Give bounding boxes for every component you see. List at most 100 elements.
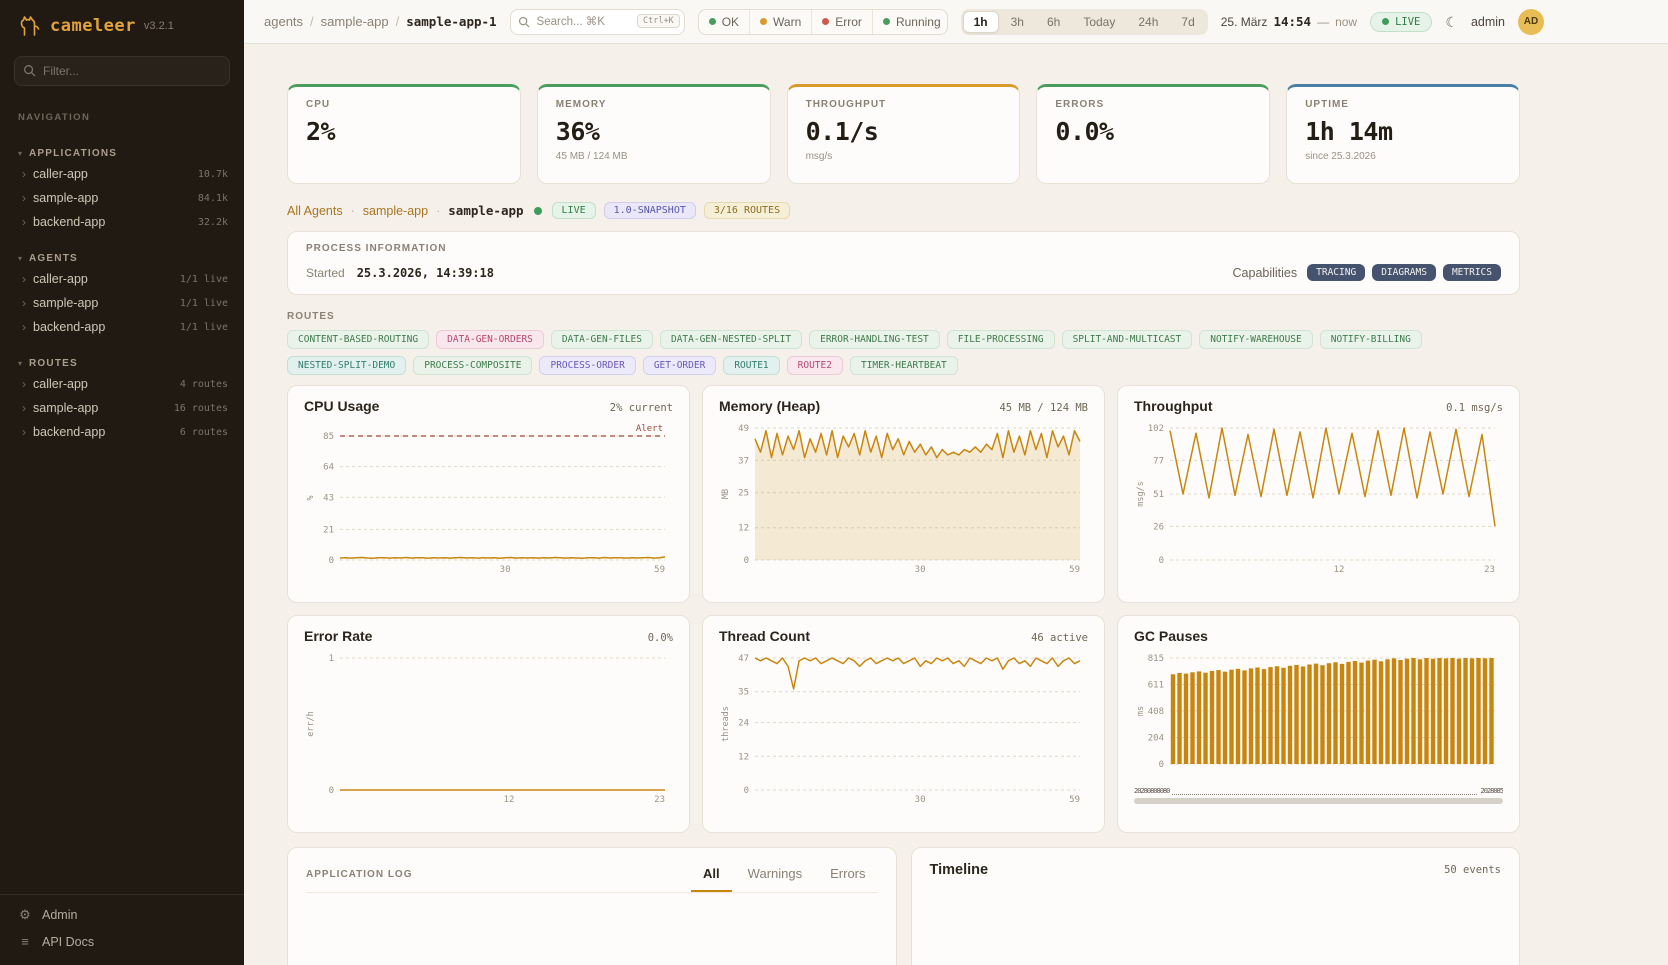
agent-crumb-link-sample-app[interactable]: sample-app	[362, 203, 429, 218]
gc-axis-labels: 20280808080 2028085	[1134, 785, 1503, 795]
route-chip-timer-heartbeat[interactable]: TIMER-HEARTBEAT	[849, 356, 958, 375]
sidebar-item-applications-caller-app[interactable]: › caller-app 10.7k	[0, 162, 244, 186]
horizontal-scrollbar[interactable]	[1134, 798, 1503, 804]
svg-text:37: 37	[738, 456, 749, 466]
chart-card-cpu-usage: CPU Usage 2% current 0 21 43 64 85% 30 59 Alert	[287, 385, 690, 603]
route-chip-route1[interactable]: ROUTE1	[723, 356, 780, 375]
sidebar-section-label: AGENTS	[29, 253, 78, 264]
svg-text:0: 0	[744, 786, 749, 796]
avatar[interactable]: AD	[1518, 8, 1544, 35]
agent-crumb-link-all-agents[interactable]: All Agents	[287, 203, 343, 218]
datetime-display[interactable]: 25. März 14:54 — now	[1221, 14, 1357, 29]
time-range-today[interactable]: Today	[1072, 11, 1126, 33]
sidebar-item-badge: 32.2k	[197, 216, 228, 228]
separator-dot: ·	[350, 203, 355, 218]
svg-text:49: 49	[738, 424, 749, 434]
status-filter-error[interactable]: Error	[811, 9, 872, 34]
sidebar-section-header[interactable]: ▾ APPLICATIONS	[0, 145, 244, 162]
sidebar-footer-api-docs[interactable]: ≡ API Docs	[18, 934, 226, 949]
time-range-1h[interactable]: 1h	[962, 10, 999, 33]
route-chip-split-and-multicast[interactable]: SPLIT-AND-MULTICAST	[1061, 330, 1193, 349]
time-range-24h[interactable]: 24h	[1127, 11, 1169, 33]
log-tab-warnings[interactable]: Warnings	[736, 862, 814, 892]
log-tab-all[interactable]: All	[691, 862, 732, 892]
route-chip-get-order[interactable]: GET-ORDER	[642, 356, 717, 375]
status-filter-label: Error	[835, 14, 862, 29]
date-label: 25. März	[1220, 14, 1268, 29]
application-log-title: APPLICATION LOG	[306, 869, 413, 880]
gc-axis-right-labels: 2028085	[1480, 787, 1503, 795]
route-chip-process-order[interactable]: PROCESS-ORDER	[539, 356, 636, 375]
route-chip-notify-billing[interactable]: NOTIFY-BILLING	[1319, 330, 1422, 349]
svg-text:msg/s: msg/s	[1136, 481, 1146, 507]
stat-label: MEMORY	[555, 99, 607, 110]
route-chip-data-gen-nested-split[interactable]: DATA-GEN-NESTED-SPLIT	[659, 330, 803, 349]
breadcrumb-item-sample-app[interactable]: sample-app	[320, 14, 389, 29]
app-version: v3.2.1	[143, 20, 174, 32]
sidebar-item-agents-caller-app[interactable]: › caller-app 1/1 live	[0, 267, 244, 291]
stat-sub: msg/s	[805, 151, 833, 162]
topbar: agents / sample-app / sample-app-1 Ctrl+K OK…	[244, 0, 1668, 44]
live-indicator[interactable]: LIVE	[1370, 11, 1433, 32]
sidebar-item-badge: 1/1 live	[179, 321, 228, 333]
agent-badge-live: LIVE	[551, 202, 596, 219]
route-chip-route2[interactable]: ROUTE2	[786, 356, 843, 375]
sidebar-item-routes-sample-app[interactable]: › sample-app 16 routes	[0, 396, 244, 420]
search-icon	[518, 16, 529, 27]
sidebar-section-label: ROUTES	[29, 358, 78, 369]
charts-grid: CPU Usage 2% current 0 21 43 64 85% 30 59 Alert Me…	[287, 385, 1520, 833]
sidebar-section-header[interactable]: ▾ AGENTS	[0, 250, 244, 267]
status-filter-ok[interactable]: OK	[699, 10, 749, 34]
application-log-card: APPLICATION LOG All Warnings Errors	[287, 847, 897, 965]
stat-card-memory: MEMORY 36% 45 MB / 124 MB	[536, 84, 771, 184]
status-filter-warn[interactable]: Warn	[749, 9, 811, 34]
svg-text:51: 51	[1153, 490, 1164, 500]
sidebar-item-badge: 84.1k	[197, 192, 228, 204]
chevron-right-icon: ›	[22, 377, 26, 391]
chart-title: Thread Count	[719, 628, 810, 644]
route-chip-process-composite[interactable]: PROCESS-COMPOSITE	[413, 356, 533, 375]
route-chip-content-based-routing[interactable]: CONTENT-BASED-ROUTING	[287, 330, 430, 349]
route-chip-data-gen-orders[interactable]: DATA-GEN-ORDERS	[436, 330, 544, 349]
routes-title: ROUTES	[287, 311, 335, 322]
svg-text:24: 24	[738, 719, 749, 729]
sidebar-item-routes-caller-app[interactable]: › caller-app 4 routes	[0, 372, 244, 396]
search-box: Ctrl+K	[509, 8, 685, 35]
route-chip-nested-split-demo[interactable]: NESTED-SPLIT-DEMO	[287, 356, 407, 375]
caret-down-icon: ▾	[18, 254, 23, 263]
time-range-3h[interactable]: 3h	[1000, 11, 1035, 33]
route-chip-notify-warehouse[interactable]: NOTIFY-WAREHOUSE	[1199, 330, 1313, 349]
sidebar-item-agents-sample-app[interactable]: › sample-app 1/1 live	[0, 291, 244, 315]
svg-text:0: 0	[329, 786, 334, 796]
agent-badge-3-16-routes: 3/16 ROUTES	[703, 202, 791, 219]
route-chip-data-gen-files[interactable]: DATA-GEN-FILES	[550, 330, 653, 349]
sidebar-section-header[interactable]: ▾ ROUTES	[0, 355, 244, 372]
status-filter-running[interactable]: Running	[871, 9, 947, 34]
sidebar-item-applications-backend-app[interactable]: › backend-app 32.2k	[0, 210, 244, 234]
sidebar-item-agents-backend-app[interactable]: › backend-app 1/1 live	[0, 315, 244, 339]
sidebar-item-badge: 10.7k	[197, 168, 228, 180]
chart-plot: 0 1 err/h 12 23	[304, 648, 673, 811]
route-chip-file-processing[interactable]: FILE-PROCESSING	[946, 330, 1055, 349]
svg-text:815: 815	[1148, 654, 1164, 664]
route-chip-error-handling-test[interactable]: ERROR-HANDLING-TEST	[809, 330, 940, 349]
sidebar-item-applications-sample-app[interactable]: › sample-app 84.1k	[0, 186, 244, 210]
sidebar-footer-admin[interactable]: ⚙ Admin	[18, 907, 226, 923]
sidebar-footer-label: API Docs	[42, 934, 95, 949]
gc-axis-left-labels: 20280808080	[1134, 787, 1170, 795]
stat-cards-row: CPU 2% MEMORY 36% 45 MB / 124 MB THROUGHPUT 0.…	[287, 84, 1520, 184]
time-range-7d[interactable]: 7d	[1170, 11, 1205, 33]
breadcrumb-item-sample-app-1[interactable]: sample-app-1	[406, 14, 497, 29]
search-shortcut: Ctrl+K	[636, 13, 680, 28]
content: CPU 2% MEMORY 36% 45 MB / 124 MB THROUGHPUT 0.…	[244, 44, 1668, 965]
chart-svg: 0 26 51 77 102 msg/s 12 23	[1136, 424, 1496, 575]
camel-logo-icon	[20, 16, 40, 36]
log-tab-errors[interactable]: Errors	[818, 862, 877, 892]
time-range-6h[interactable]: 6h	[1036, 11, 1071, 33]
svg-text:0: 0	[329, 556, 334, 566]
breadcrumb-item-agents[interactable]: agents	[264, 14, 304, 29]
filter-input[interactable]	[14, 56, 230, 86]
dark-mode-toggle[interactable]: ☾	[1445, 15, 1458, 29]
sidebar-item-label: sample-app	[33, 296, 99, 310]
sidebar-item-routes-backend-app[interactable]: › backend-app 6 routes	[0, 420, 244, 444]
